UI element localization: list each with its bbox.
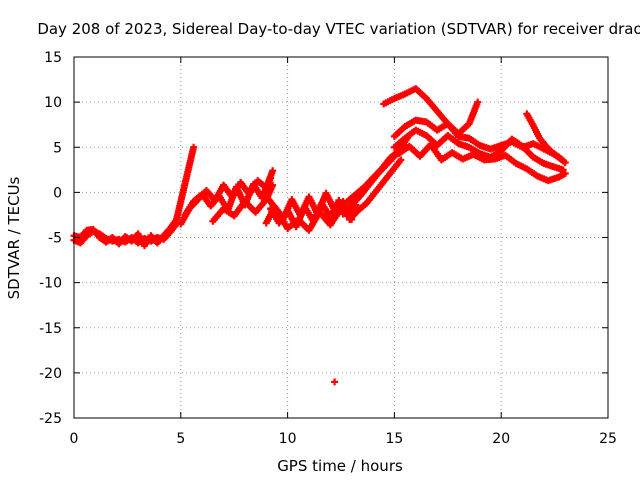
y-tick-label: 15 bbox=[44, 50, 62, 66]
x-tick-label: 0 bbox=[70, 431, 79, 447]
y-tick-label: 10 bbox=[44, 95, 62, 111]
data-point bbox=[561, 169, 569, 177]
y-tick-label: -5 bbox=[48, 231, 62, 247]
data-point bbox=[267, 174, 275, 182]
chart-title: Day 208 of 2023, Sidereal Day-to-day VTE… bbox=[37, 20, 640, 38]
x-tick-label: 25 bbox=[599, 431, 617, 447]
x-tick-label: 20 bbox=[492, 431, 510, 447]
x-tick-label: 5 bbox=[176, 431, 185, 447]
x-tick-label: 10 bbox=[279, 431, 297, 447]
data-point bbox=[190, 143, 198, 151]
data-point bbox=[561, 159, 569, 167]
tick-labels: 0 5 10 15 20 25 -25 -20 -15 -10 -5 0 5 10 15 bbox=[39, 50, 617, 447]
data-point bbox=[269, 181, 277, 189]
y-tick-label: -25 bbox=[39, 411, 62, 427]
data-point bbox=[397, 156, 405, 164]
data-points bbox=[70, 85, 569, 386]
y-tick-label: -20 bbox=[39, 366, 62, 382]
x-axis-label: GPS time / hours bbox=[277, 457, 403, 475]
data-point bbox=[474, 98, 482, 106]
y-tick-label: 5 bbox=[53, 140, 62, 156]
y-tick-label: -15 bbox=[39, 321, 62, 337]
y-tick-label: 0 bbox=[53, 185, 62, 201]
x-tick-label: 15 bbox=[385, 431, 403, 447]
axis-ticks bbox=[73, 56, 609, 419]
data-point bbox=[331, 378, 339, 386]
data-point bbox=[269, 167, 277, 175]
y-tick-label: -10 bbox=[39, 276, 62, 292]
y-axis-label: SDTVAR / TECUs bbox=[5, 176, 23, 299]
